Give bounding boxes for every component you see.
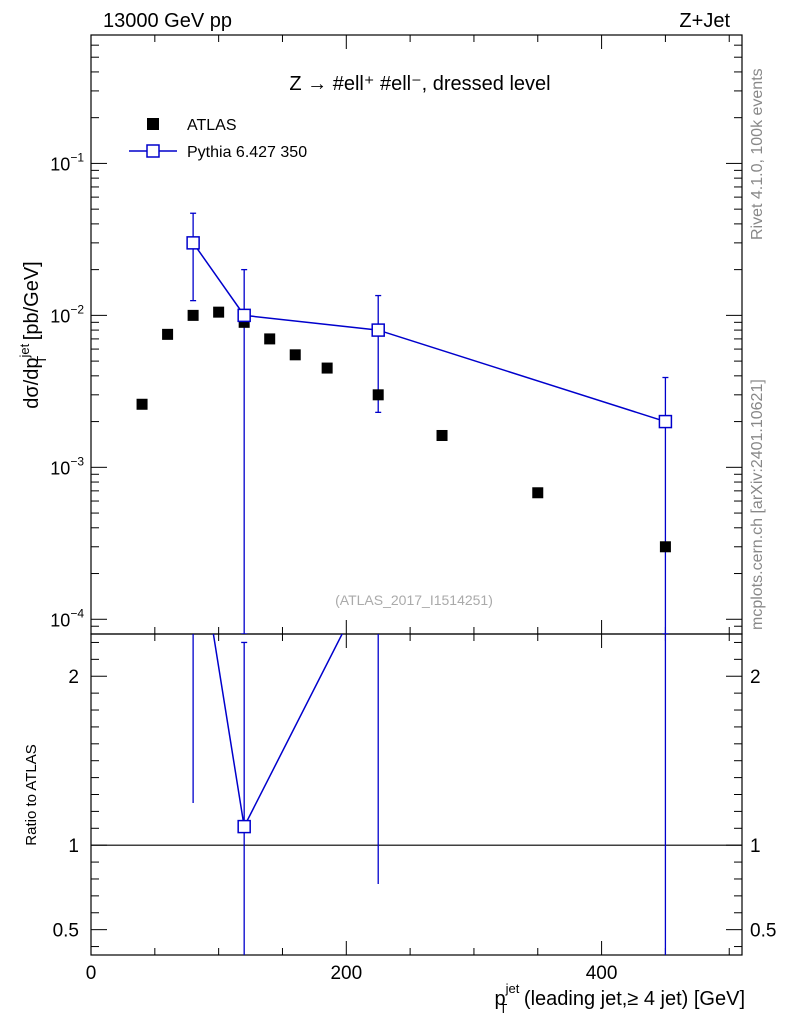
atlas-point xyxy=(289,349,301,361)
atlas-point xyxy=(372,389,384,401)
atlas-point xyxy=(187,309,199,321)
y-axis-label: dσ/dpjetT [pb/GeV] xyxy=(17,261,49,408)
x-axis-label-rest: (leading jet,≥ 4 jet) [GeV] xyxy=(518,988,745,1010)
y-axis-label-pre: dσ/dp xyxy=(21,357,43,408)
header-right-label: Z+Jet xyxy=(679,10,730,32)
y-axis-label-rest: [pb/GeV] xyxy=(21,261,43,346)
pythia-point xyxy=(658,414,673,429)
legend-atlas-marker xyxy=(147,118,159,130)
y-tick-label: 10−3 xyxy=(50,454,84,478)
main-data-layer xyxy=(136,212,673,634)
legend-pythia-marker xyxy=(146,144,160,158)
x-axis-label-sub: T xyxy=(499,1001,507,1016)
atlas-point xyxy=(659,541,671,553)
axis-ticks: 0 200 400 10−4 10−3 10−2 10−1 0.5 0.5 1 1 2 2 xyxy=(50,35,776,984)
rivet-label: Rivet 4.1.0, 100k events xyxy=(749,68,766,240)
ratio-tick-label-right: 1 xyxy=(750,836,761,857)
atlas-point xyxy=(532,487,544,499)
y-tick-label: 10−2 xyxy=(50,302,84,326)
x-axis-label-sup: jet xyxy=(505,981,520,996)
pythia-point xyxy=(237,308,251,323)
legend-pythia-label: Pythia 6.427 350 xyxy=(187,144,307,161)
plot-title: Z → #ell⁺ #ell⁻, dressed level xyxy=(289,73,550,95)
x-axis-label-p: p xyxy=(495,988,506,1010)
pythia-point xyxy=(371,323,385,337)
atlas-point xyxy=(162,328,174,340)
ratio-plot-frame xyxy=(90,633,743,956)
x-tick-label: 400 xyxy=(586,963,618,984)
x-axis-label: pjet T (leading jet,≥ 4 jet) [GeV] xyxy=(495,981,745,1016)
ratio-y-axis-label: Ratio to ATLAS xyxy=(23,744,40,845)
atlas-point xyxy=(436,429,448,441)
header-left-label: 13000 GeV pp xyxy=(103,10,232,32)
ratio-line xyxy=(212,634,343,829)
ratio-tick-label-left: 1 xyxy=(68,836,79,857)
mcplots-label: mcplots.cern.ch [arXiv:2401.10621] xyxy=(749,379,766,630)
analysis-id-label: (ATLAS_2017_I1514251) xyxy=(335,592,493,608)
legend-atlas-label: ATLAS xyxy=(187,117,237,134)
y-tick-label: 10−4 xyxy=(50,606,84,630)
ratio-tick-label-left: 0.5 xyxy=(53,921,79,942)
ratio-point xyxy=(372,557,384,569)
ratio-tick-label-right: 2 xyxy=(750,667,761,688)
legend: ATLAS Pythia 6.427 350 xyxy=(129,117,307,161)
ratio-tick-label-right: 0.5 xyxy=(750,921,776,942)
ratio-data-layer xyxy=(187,501,667,955)
pythia-line xyxy=(192,242,666,423)
atlas-point xyxy=(321,362,333,374)
y-axis-label-sup: jet xyxy=(17,343,32,358)
x-tick-label: 200 xyxy=(330,963,362,984)
ratio-point xyxy=(187,501,199,513)
y-axis-label-sub: T xyxy=(34,356,49,364)
atlas-point xyxy=(264,333,276,345)
y-tick-label: 10−1 xyxy=(50,150,84,174)
pythia-point xyxy=(186,236,200,250)
atlas-point xyxy=(213,306,225,318)
ratio-tick-label-left: 2 xyxy=(68,667,79,688)
ratio-point xyxy=(237,819,251,834)
atlas-point xyxy=(136,398,148,410)
x-tick-label: 0 xyxy=(86,963,97,984)
atlas-point xyxy=(238,316,250,328)
